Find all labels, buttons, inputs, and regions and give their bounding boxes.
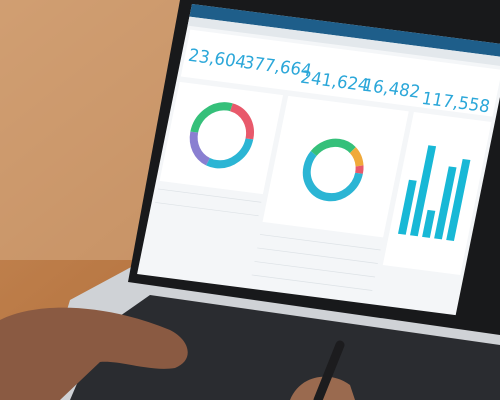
donut-segment — [302, 138, 364, 202]
panel — [262, 95, 409, 238]
tab-bar — [187, 16, 500, 67]
bar — [422, 209, 436, 238]
donut-chart — [302, 138, 364, 202]
bar — [410, 145, 437, 237]
panel — [159, 81, 284, 195]
bar — [397, 179, 417, 235]
screen: 23,604 377,664 241,624 16,482 117,558 — [137, 4, 500, 316]
table-grid — [155, 188, 381, 291]
keyboard — [70, 295, 500, 400]
bar-chart — [397, 145, 471, 241]
donut-segment — [302, 138, 364, 202]
donut-segment — [189, 102, 254, 169]
kpi-card — [180, 29, 500, 117]
bar — [434, 166, 457, 240]
donut-segment — [189, 102, 254, 169]
donut-chart — [189, 102, 254, 169]
left-hand — [0, 307, 188, 400]
pen — [313, 340, 345, 400]
kpi-row: 23,604 377,664 241,624 16,482 117,558 — [180, 29, 500, 117]
donut-segment — [302, 138, 364, 202]
header-bar — [189, 4, 500, 58]
bar — [446, 158, 471, 241]
panel — [382, 112, 492, 276]
